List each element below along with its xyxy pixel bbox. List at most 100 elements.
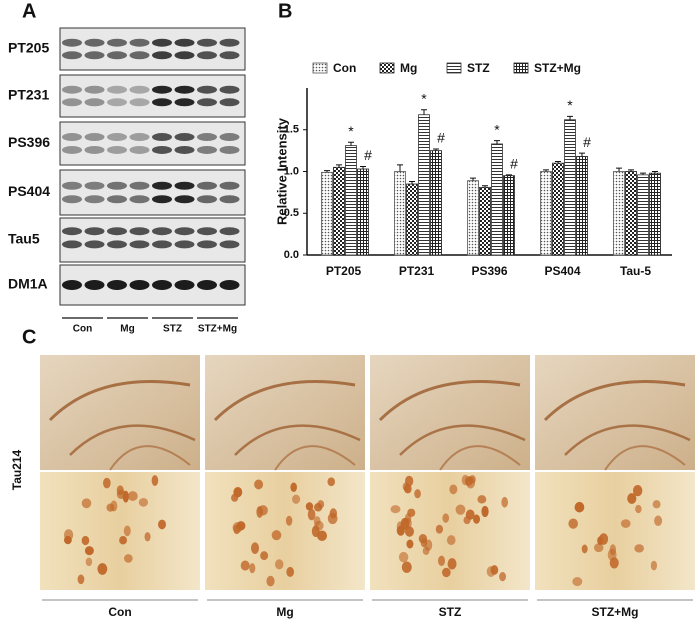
stained-nucleus — [305, 502, 314, 511]
y-tick-label: 1.5 — [284, 124, 299, 136]
stained-nucleus — [127, 491, 138, 501]
blot-band — [62, 51, 82, 60]
blot-band — [129, 195, 150, 204]
blot-band — [174, 240, 195, 249]
hippocampus-layer — [564, 424, 691, 456]
bar — [552, 162, 564, 256]
blot-band — [107, 181, 127, 190]
blot-band — [152, 98, 172, 107]
stained-nucleus — [398, 551, 409, 563]
histology-overview — [370, 355, 530, 470]
blot-band — [197, 145, 217, 154]
stained-nucleus — [435, 524, 444, 534]
stained-nucleus — [465, 476, 476, 489]
bar — [418, 114, 430, 256]
y-axis-label: Relative Intensity — [274, 117, 289, 225]
stained-nucleus — [481, 505, 489, 518]
error-bar — [555, 160, 561, 164]
stained-nucleus — [634, 544, 645, 553]
blot-band — [152, 51, 172, 60]
error-bar — [336, 164, 342, 168]
blot-band — [174, 181, 195, 190]
stained-nucleus — [597, 536, 604, 546]
group-label: Con — [73, 324, 92, 335]
stained-nucleus — [158, 519, 167, 530]
group-label: STZ — [163, 324, 182, 335]
stained-nucleus — [63, 529, 74, 541]
stained-nucleus — [477, 495, 487, 504]
stained-nucleus — [447, 558, 457, 570]
bar — [649, 172, 661, 256]
hippocampus-layer — [48, 380, 191, 422]
blot-band — [219, 240, 240, 249]
stained-nucleus — [119, 536, 128, 545]
error-bar — [628, 169, 634, 172]
blot-band — [174, 133, 195, 142]
blot-band — [219, 38, 240, 47]
stained-nucleus — [652, 500, 661, 509]
blot-band — [197, 98, 217, 107]
annotation: * — [348, 123, 354, 139]
error-bar — [543, 169, 549, 172]
blot-band — [107, 51, 127, 60]
hippocampus-layer — [378, 380, 521, 422]
blot-strip — [59, 121, 246, 166]
blot-band — [129, 38, 150, 47]
stained-nucleus — [81, 498, 92, 509]
column-label: Con — [108, 605, 131, 619]
stained-nucleus — [627, 493, 637, 505]
stained-nucleus — [103, 477, 111, 489]
stained-nucleus — [654, 515, 663, 527]
blot-band — [62, 181, 82, 190]
histology: Tau214 Con Mg STZ STZ+Mg — [10, 355, 695, 619]
bar — [357, 168, 369, 256]
annotation: * — [421, 90, 427, 106]
blot-band — [62, 227, 82, 236]
error-bar — [421, 109, 427, 115]
legend-swatch — [379, 62, 395, 74]
blot-band — [62, 145, 82, 154]
stained-nucleus — [123, 525, 131, 537]
blot-band — [107, 227, 127, 236]
stained-nucleus — [233, 487, 243, 498]
blot-band — [62, 133, 82, 142]
stained-nucleus — [442, 513, 450, 523]
blot-band — [152, 280, 172, 290]
error-bar — [470, 177, 476, 181]
blot-band — [84, 98, 105, 107]
blot-band — [129, 98, 150, 107]
y-tick-label: 1.0 — [284, 165, 299, 177]
blot-band — [129, 280, 150, 290]
annotation: # — [510, 156, 518, 172]
stained-nucleus — [441, 567, 451, 578]
stained-nucleus — [572, 577, 583, 587]
stained-nucleus — [260, 551, 269, 561]
stained-nucleus — [404, 484, 412, 494]
stained-nucleus — [401, 561, 412, 573]
blot-band — [129, 85, 150, 94]
blot-band — [197, 51, 217, 60]
stained-nucleus — [233, 524, 241, 535]
blot-band — [84, 195, 105, 204]
blot-band — [152, 195, 172, 204]
panel-label: C — [22, 326, 36, 348]
blot-band — [219, 133, 240, 142]
blot-band — [197, 181, 217, 190]
blot-band — [219, 181, 240, 190]
stained-nucleus — [256, 506, 263, 518]
blot-band — [84, 240, 105, 249]
panel-label: A — [22, 0, 36, 22]
error-bar — [348, 141, 354, 146]
stained-nucleus — [405, 475, 414, 487]
bar — [613, 171, 625, 256]
bar — [491, 143, 503, 256]
bar — [637, 174, 649, 256]
blot-band — [107, 240, 127, 249]
blot-band — [197, 133, 217, 142]
stained-nucleus — [501, 496, 509, 508]
stained-nucleus — [116, 489, 126, 499]
legend-swatch — [513, 62, 529, 74]
stained-nucleus — [438, 555, 446, 567]
blot-band — [84, 227, 105, 236]
